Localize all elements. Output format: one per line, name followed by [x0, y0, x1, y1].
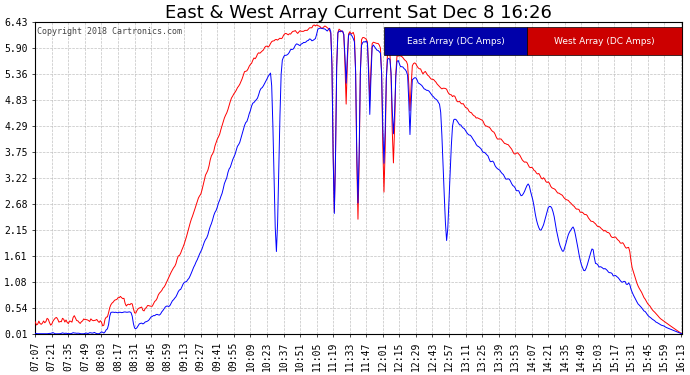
Title: East & West Array Current Sat Dec 8 16:26: East & West Array Current Sat Dec 8 16:2…: [165, 4, 552, 22]
FancyBboxPatch shape: [384, 27, 526, 55]
Text: East Array (DC Amps): East Array (DC Amps): [406, 36, 504, 45]
Text: Copyright 2018 Cartronics.com: Copyright 2018 Cartronics.com: [37, 27, 181, 36]
FancyBboxPatch shape: [526, 27, 682, 55]
Text: West Array (DC Amps): West Array (DC Amps): [554, 36, 655, 45]
